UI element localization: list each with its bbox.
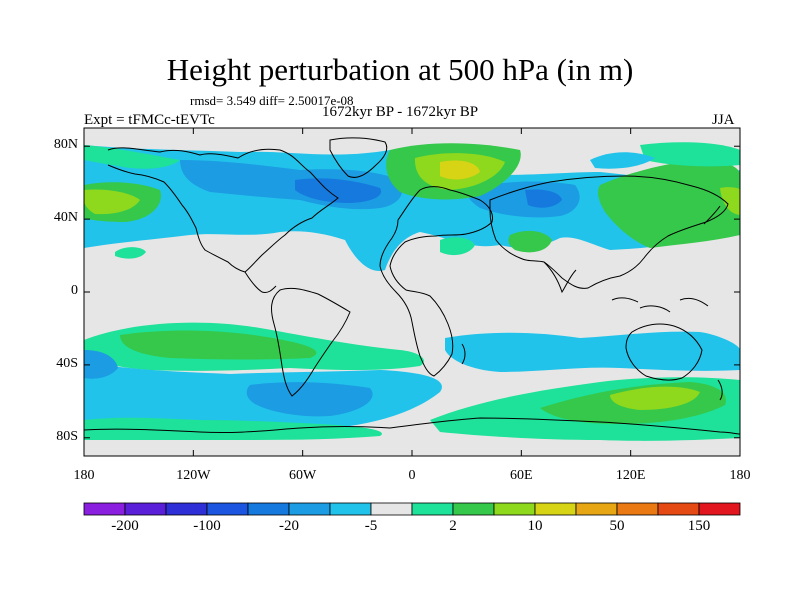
negative-anomaly-region — [84, 350, 118, 379]
season-label: JJA — [712, 112, 735, 128]
stats-line: rmsd= 3.549 diff= 2.50017e-08 — [190, 93, 354, 108]
coastline — [611, 297, 639, 303]
negative-anomaly-region — [590, 152, 655, 169]
colorbar-swatch — [411, 502, 454, 516]
negative-anomaly-region — [525, 189, 562, 208]
lon-label: 0 — [408, 468, 416, 483]
colorbar-swatch — [83, 502, 126, 516]
coastline — [625, 323, 703, 381]
positive-anomaly-region — [84, 417, 382, 440]
colorbar-swatch — [657, 502, 700, 516]
colorbar-swatch — [288, 502, 331, 516]
coastline — [461, 343, 466, 365]
colorbar-swatch — [616, 502, 659, 516]
lon-label: 120W — [176, 468, 211, 483]
colorbar-swatch — [329, 502, 372, 516]
lat-label: 40N — [53, 210, 78, 226]
colorbar — [83, 502, 741, 516]
map-ticks — [83, 128, 741, 456]
anomaly-field-layer — [84, 142, 740, 441]
lat-label: 0 — [71, 283, 78, 298]
lon-label: 180 — [73, 468, 95, 483]
colorbar-swatch — [534, 502, 577, 516]
positive-anomaly-region — [610, 386, 700, 410]
coastline — [244, 271, 277, 293]
colorbar-swatch — [370, 502, 413, 516]
positive-anomaly-region — [640, 142, 740, 167]
coastline — [679, 297, 709, 307]
colorbar-label: 50 — [609, 518, 625, 534]
colorbar-swatch — [206, 502, 249, 516]
coastline — [271, 287, 351, 397]
colorbar-swatch — [575, 502, 618, 516]
lat-label: 80S — [56, 428, 78, 444]
positive-anomaly-region — [720, 187, 740, 215]
coastline — [639, 305, 671, 313]
experiment-label: Expt = tFMCc-tEVTc — [84, 112, 215, 128]
coastline — [489, 175, 729, 289]
lon-label: 180 — [729, 468, 751, 483]
positive-anomaly-region — [440, 237, 475, 256]
lat-label: 80N — [53, 137, 78, 153]
colorbar-label: -200 — [111, 518, 139, 534]
coastline — [543, 261, 577, 294]
lon-label: 60E — [510, 468, 533, 483]
coastline — [107, 147, 339, 273]
negative-anomaly-region — [467, 181, 580, 218]
colorbar-swatch — [165, 502, 208, 516]
positive-anomaly-region — [508, 230, 552, 253]
lat-label: 40S — [56, 355, 78, 371]
colorbar-swatch — [247, 502, 290, 516]
coastline — [84, 417, 740, 435]
lon-label: 60W — [289, 468, 317, 483]
negative-anomaly-region — [295, 178, 382, 203]
negative-anomaly-region — [246, 382, 373, 417]
colorbar-label: -100 — [193, 518, 221, 534]
positive-anomaly-region — [84, 145, 180, 169]
colorbar-swatch — [124, 502, 167, 516]
colorbar-label: 150 — [687, 518, 711, 534]
positive-anomaly-region — [84, 189, 140, 215]
coastline — [379, 186, 493, 377]
coastlines — [84, 137, 740, 435]
period-label: 1672kyr BP - 1672kyr BP — [322, 104, 479, 120]
positive-anomaly-region — [597, 160, 740, 248]
colorbar-label: -5 — [364, 518, 378, 534]
coastline — [329, 137, 388, 178]
lon-label: 120E — [615, 468, 646, 483]
map-title: Height perturbation at 500 hPa (in m) — [166, 52, 634, 87]
colorbar-swatch — [452, 502, 495, 516]
positive-anomaly-region — [120, 330, 317, 360]
positive-anomaly-region — [115, 247, 146, 259]
colorbar-label: 2 — [449, 518, 457, 534]
colorbar-swatch — [698, 502, 741, 516]
coastline — [703, 205, 721, 225]
colorbar-label: -20 — [279, 518, 299, 534]
positive-anomaly-region — [440, 160, 480, 180]
colorbar-label: 10 — [527, 518, 543, 534]
coastline — [717, 379, 723, 401]
colorbar-swatch — [493, 502, 536, 516]
negative-anomaly-region — [445, 331, 740, 372]
